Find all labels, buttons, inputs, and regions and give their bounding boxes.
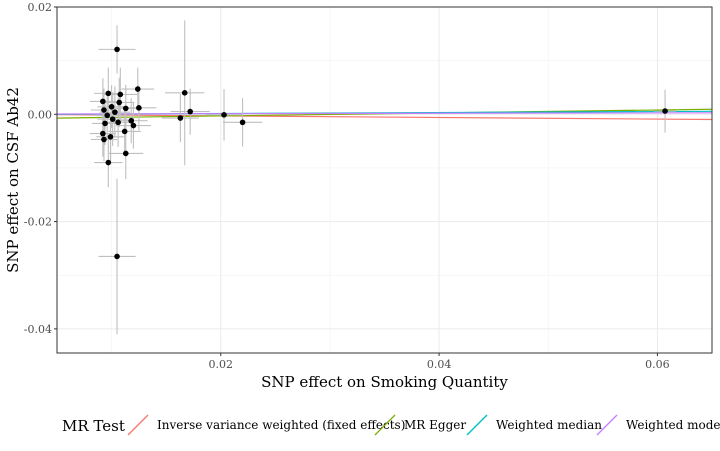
y-axis-title: SNP effect on CSF Ab42 bbox=[4, 87, 22, 273]
regression-lines bbox=[56, 108, 713, 121]
y-tick-label: 0.00 bbox=[28, 108, 53, 121]
x-tick-label: 0.02 bbox=[209, 358, 234, 371]
data-point bbox=[130, 122, 137, 129]
data-point bbox=[128, 117, 135, 124]
legend-label: MR Egger bbox=[404, 418, 466, 432]
data-point bbox=[102, 120, 108, 127]
legend-label: Weighted median bbox=[496, 418, 602, 432]
data-point bbox=[114, 253, 120, 260]
error-bars bbox=[89, 20, 676, 335]
data-point bbox=[136, 105, 142, 111]
data-point bbox=[121, 128, 128, 135]
legend-key bbox=[596, 414, 618, 436]
data-point bbox=[221, 112, 227, 118]
data-point bbox=[112, 109, 118, 115]
data-points bbox=[100, 46, 668, 260]
legend-label: Weighted mode bbox=[626, 418, 720, 432]
data-point bbox=[109, 116, 116, 122]
data-point bbox=[239, 119, 246, 126]
data-point bbox=[107, 134, 114, 140]
regression-line bbox=[56, 112, 713, 115]
y-tick-label: 0.02 bbox=[28, 1, 53, 14]
legend-key bbox=[127, 414, 149, 436]
y-tick-label: -0.02 bbox=[24, 216, 52, 229]
legend-title: MR Test bbox=[62, 417, 125, 435]
data-point bbox=[101, 136, 107, 143]
data-point bbox=[104, 112, 111, 119]
x-axis-title: SNP effect on Smoking Quantity bbox=[261, 373, 508, 391]
data-point bbox=[114, 46, 120, 53]
data-point bbox=[105, 159, 112, 166]
legend-label: Inverse variance weighted (fixed effects… bbox=[157, 418, 405, 432]
legend-key bbox=[374, 414, 396, 436]
regression-line bbox=[56, 114, 713, 121]
y-axis: -0.04 -0.02 0.00 0.02 bbox=[24, 1, 57, 336]
data-point bbox=[662, 108, 668, 114]
data-point bbox=[100, 98, 106, 105]
grid-lines bbox=[57, 6, 712, 353]
legend-key bbox=[466, 414, 488, 436]
legend: MR Test Inverse variance weighted (fixed… bbox=[62, 414, 720, 436]
data-point bbox=[122, 150, 129, 157]
x-tick-label: 0.04 bbox=[427, 358, 452, 371]
x-axis: 0.02 0.04 0.06 bbox=[209, 353, 670, 371]
data-point bbox=[105, 90, 112, 97]
data-point bbox=[122, 105, 129, 112]
data-point bbox=[187, 108, 193, 115]
data-point bbox=[117, 91, 124, 98]
data-point bbox=[100, 130, 106, 137]
panel-border bbox=[56, 6, 713, 354]
data-point bbox=[116, 99, 123, 106]
x-tick-label: 0.06 bbox=[645, 358, 670, 371]
data-point bbox=[108, 103, 115, 110]
data-point bbox=[134, 86, 141, 92]
y-tick-label: -0.04 bbox=[24, 323, 52, 336]
data-point bbox=[115, 119, 121, 126]
data-point bbox=[177, 115, 184, 121]
data-point bbox=[181, 90, 188, 96]
data-point bbox=[101, 107, 107, 113]
